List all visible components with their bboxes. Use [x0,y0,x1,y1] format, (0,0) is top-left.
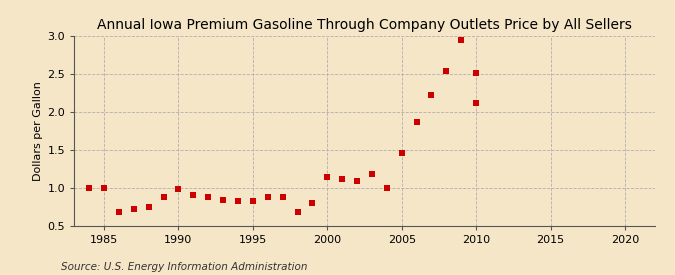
Point [322,175,333,179]
Point [84,185,95,190]
Title: Annual Iowa Premium Gasoline Through Company Outlets Price by All Sellers: Annual Iowa Premium Gasoline Through Com… [97,18,632,32]
Point [233,199,244,204]
Point [411,119,422,124]
Point [218,198,229,203]
Point [396,151,407,156]
Point [173,187,184,191]
Point [263,194,273,199]
Y-axis label: Dollars per Gallon: Dollars per Gallon [33,81,43,181]
Point [470,71,481,75]
Point [202,195,213,200]
Point [381,185,392,190]
Text: Source: U.S. Energy Information Administration: Source: U.S. Energy Information Administ… [61,262,307,272]
Point [470,101,481,106]
Point [248,199,259,204]
Point [143,204,154,209]
Point [307,200,318,205]
Point [426,93,437,97]
Point [456,38,466,43]
Point [441,69,452,74]
Point [337,177,348,182]
Point [99,185,109,190]
Point [128,207,139,211]
Point [367,172,377,176]
Point [277,194,288,199]
Point [113,210,124,214]
Point [158,195,169,200]
Point [188,193,198,197]
Point [292,210,303,214]
Point [352,179,362,184]
